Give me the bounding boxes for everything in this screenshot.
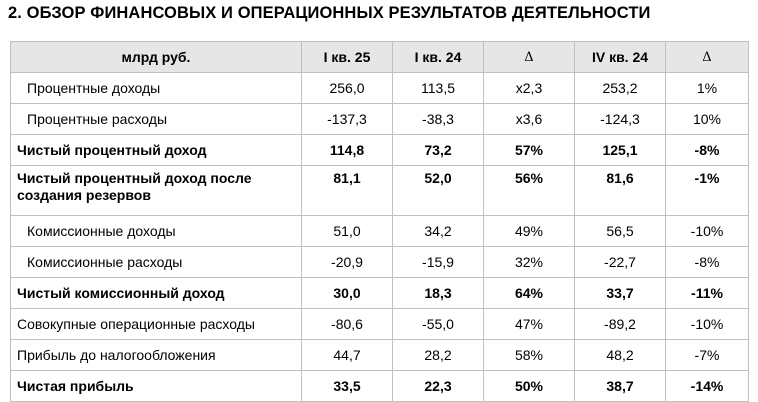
value-cell: -20,9 — [301, 246, 393, 278]
delta-cell: 47% — [483, 308, 575, 340]
delta-cell: x2,3 — [483, 72, 575, 104]
value-cell: 34,2 — [392, 215, 484, 247]
value-cell: 114,8 — [301, 134, 393, 166]
delta-cell: 64% — [483, 277, 575, 309]
row-label: Чистая прибыль — [10, 370, 302, 402]
value-cell: 30,0 — [301, 277, 393, 309]
table-header-row: млрд руб. I кв. 25 I кв. 24 Δ IV кв. 24 … — [10, 41, 749, 73]
table-row: Прибыль до налогообложения 44,7 28,2 58%… — [10, 339, 749, 371]
value-cell: 73,2 — [392, 134, 484, 166]
delta-cell: 49% — [483, 215, 575, 247]
row-label: Прибыль до налогообложения — [10, 339, 302, 371]
delta-cell: 32% — [483, 246, 575, 278]
delta-cell: 1% — [665, 72, 749, 104]
delta-cell: -8% — [665, 246, 749, 278]
table-row: Процентные доходы 256,0 113,5 x2,3 253,2… — [10, 72, 749, 104]
value-cell: 256,0 — [301, 72, 393, 104]
value-cell: -80,6 — [301, 308, 393, 340]
row-label: Чистый процентный доход — [10, 134, 302, 166]
value-cell: -124,3 — [574, 103, 666, 135]
table-row: Комиссионные расходы -20,9 -15,9 32% -22… — [10, 246, 749, 278]
value-cell: 22,3 — [392, 370, 484, 402]
value-cell: 44,7 — [301, 339, 393, 371]
delta-cell: -11% — [665, 277, 749, 309]
delta-cell: x3,6 — [483, 103, 575, 135]
value-cell: -22,7 — [574, 246, 666, 278]
table-row: Чистый комиссионный доход 30,0 18,3 64% … — [10, 277, 749, 309]
header-q1-25: I кв. 25 — [301, 41, 393, 73]
value-cell: 52,0 — [392, 165, 484, 216]
table-row: Процентные расходы -137,3 -38,3 x3,6 -12… — [10, 103, 749, 135]
delta-cell: -10% — [665, 215, 749, 247]
table-row: Чистая прибыль 33,5 22,3 50% 38,7 -14% — [10, 370, 749, 402]
delta-cell: -14% — [665, 370, 749, 402]
value-cell: 33,7 — [574, 277, 666, 309]
value-cell: 18,3 — [392, 277, 484, 309]
table-row: Чистый процентный доход 114,8 73,2 57% 1… — [10, 134, 749, 166]
section-heading: 2. ОБЗОР ФИНАНСОВЫХ И ОПЕРАЦИОННЫХ РЕЗУЛ… — [8, 4, 651, 22]
value-cell: 51,0 — [301, 215, 393, 247]
row-label: Процентные расходы — [10, 103, 302, 135]
value-cell: 48,2 — [574, 339, 666, 371]
delta-cell: 56% — [483, 165, 575, 216]
header-units: млрд руб. — [10, 41, 302, 73]
delta-cell: 57% — [483, 134, 575, 166]
header-delta-qoq: Δ — [665, 41, 749, 73]
value-cell: -137,3 — [301, 103, 393, 135]
row-label: Совокупные операционные расходы — [10, 308, 302, 340]
row-label: Чистый процентный доход после создания р… — [10, 165, 302, 216]
value-cell: -38,3 — [392, 103, 484, 135]
financial-results-table: млрд руб. I кв. 25 I кв. 24 Δ IV кв. 24 … — [10, 41, 749, 402]
row-label: Чистый комиссионный доход — [10, 277, 302, 309]
value-cell: -89,2 — [574, 308, 666, 340]
value-cell: 28,2 — [392, 339, 484, 371]
value-cell: 125,1 — [574, 134, 666, 166]
delta-cell: -7% — [665, 339, 749, 371]
value-cell: 38,7 — [574, 370, 666, 402]
value-cell: 33,5 — [301, 370, 393, 402]
header-delta-yoy: Δ — [483, 41, 575, 73]
row-label: Комиссионные расходы — [10, 246, 302, 278]
row-label: Комиссионные доходы — [10, 215, 302, 247]
value-cell: 253,2 — [574, 72, 666, 104]
row-label: Процентные доходы — [10, 72, 302, 104]
value-cell: 56,5 — [574, 215, 666, 247]
delta-cell: 50% — [483, 370, 575, 402]
delta-cell: 10% — [665, 103, 749, 135]
header-q4-24: IV кв. 24 — [574, 41, 666, 73]
header-q1-24: I кв. 24 — [392, 41, 484, 73]
delta-cell: 58% — [483, 339, 575, 371]
value-cell: -55,0 — [392, 308, 484, 340]
table-row: Совокупные операционные расходы -80,6 -5… — [10, 308, 749, 340]
value-cell: -15,9 — [392, 246, 484, 278]
delta-cell: -1% — [665, 165, 749, 216]
table-row: Чистый процентный доход после создания р… — [10, 165, 749, 216]
delta-cell: -10% — [665, 308, 749, 340]
value-cell: 81,1 — [301, 165, 393, 216]
value-cell: 113,5 — [392, 72, 484, 104]
delta-cell: -8% — [665, 134, 749, 166]
value-cell: 81,6 — [574, 165, 666, 216]
table-row: Комиссионные доходы 51,0 34,2 49% 56,5 -… — [10, 215, 749, 247]
